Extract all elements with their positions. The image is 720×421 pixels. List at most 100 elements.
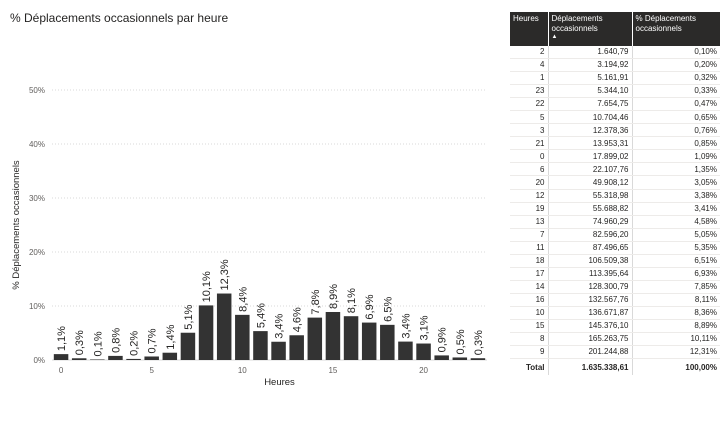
table-row: 17 113.395,64 6,93% (510, 267, 720, 281)
cell-deplacements: 5.161,91 (547, 71, 632, 86)
cell-deplacements: 106.509,38 (547, 254, 632, 268)
cell-deplacements: 74.960,29 (547, 215, 632, 229)
table-row: 0 17.899,02 1,09% (510, 149, 720, 164)
header-deplacements[interactable]: Déplacements occasionnels ▲ (547, 12, 632, 46)
bar-chart: 0% 10% 20% 30% 40% 50% % Déplacements occasion… (11, 86, 487, 388)
bar (325, 311, 341, 360)
bar (416, 343, 431, 360)
data-label: 6,5% (382, 297, 394, 322)
cell-pct: 8,11% (631, 293, 720, 307)
cell-deplacements: 136.671,87 (547, 306, 632, 320)
data-label: 0,3% (473, 330, 485, 355)
y-axis-title: % Déplacements occasionnels (11, 160, 22, 290)
cell-deplacements: 82.596,20 (547, 228, 632, 242)
table-row: 1 5.161,91 0,32% (510, 71, 720, 86)
cell-pct: 0,20% (631, 58, 720, 73)
data-label: 12,3% (219, 259, 231, 290)
cell-heure: 14 (510, 280, 548, 294)
cell-heure: 7 (510, 228, 548, 242)
cell-pct: 3,41% (631, 202, 720, 216)
data-label: 0,1% (92, 331, 104, 356)
cell-pct: 0,32% (631, 71, 720, 86)
cell-heure: 23 (510, 84, 548, 99)
data-label: 7,8% (310, 289, 322, 314)
header-pct-deplacements[interactable]: % Déplacements occasionnels (631, 12, 720, 46)
bar (180, 332, 196, 360)
data-label: 3,4% (274, 313, 286, 338)
table-row: 21 13.953,31 0,85% (510, 136, 720, 151)
bar (434, 355, 449, 360)
x-tick-label: 15 (328, 366, 337, 375)
data-label: 5,1% (183, 304, 195, 329)
cell-deplacements: 17.899,02 (547, 149, 632, 164)
cell-pct: 0,10% (631, 46, 720, 60)
cell-pct: 4,58% (631, 215, 720, 229)
bar (307, 317, 323, 360)
bar (343, 316, 359, 360)
cell-pct: 10,11% (631, 332, 720, 347)
x-tick-label: 0 (59, 366, 64, 375)
cell-deplacements: 13.953,31 (547, 136, 632, 151)
table-row: 18 106.509,38 6,51% (510, 254, 720, 268)
cell-heure: 4 (510, 58, 548, 73)
cell-deplacements: 3.194,92 (547, 58, 632, 73)
data-label: 0,9% (437, 327, 449, 352)
x-axis-title: Heures (264, 377, 295, 388)
bar (53, 354, 69, 360)
sort-ascending-icon[interactable]: ▲ (551, 34, 558, 40)
table-row: 15 145.376,10 8,89% (510, 319, 720, 334)
bar (398, 341, 413, 360)
cell-pct: 12,31% (631, 345, 720, 360)
cell-pct: 5,05% (631, 228, 720, 242)
data-label: 1,1% (56, 326, 68, 351)
cell-heure: 20 (510, 175, 548, 190)
cell-pct: 8,89% (631, 319, 720, 334)
bar (380, 324, 395, 360)
cell-deplacements: 55.318,98 (547, 189, 632, 203)
data-label: 0,7% (147, 328, 159, 353)
cell-deplacements: 87.496,65 (547, 241, 632, 255)
data-label: 5,4% (255, 303, 267, 328)
data-label: 8,9% (328, 284, 340, 309)
table-row: 20 49.908,12 3,05% (510, 175, 720, 190)
cell-pct: 6,93% (631, 267, 720, 281)
table-row: 10 136.671,87 8,36% (510, 306, 720, 320)
table-row: 11 87.496,65 5,35% (510, 241, 720, 255)
bar (71, 358, 87, 360)
bar (216, 293, 232, 360)
data-label: 0,5% (455, 329, 467, 354)
cell-pct: 3,05% (631, 175, 720, 190)
cell-heure: 13 (510, 215, 548, 229)
chart-title: % Déplacements occasionnels par heure (10, 11, 229, 25)
cell-pct: 1,35% (631, 162, 720, 177)
cell-deplacements: 128.300,79 (547, 280, 632, 294)
cell-heure: 17 (510, 267, 548, 281)
cell-deplacements: 22.107,76 (547, 162, 632, 177)
data-label: 0,2% (129, 331, 141, 356)
header-heures[interactable]: Heures (510, 12, 548, 46)
cell-heure: 22 (510, 97, 548, 112)
data-label: 10,1% (201, 271, 213, 302)
cell-heure: 5 (510, 110, 548, 125)
data-table-visual: Heures Déplacements occasionnels ▲ % Dépl… (510, 12, 720, 376)
table-row: 7 82.596,20 5,05% (510, 228, 720, 242)
table-row: 3 12.378,36 0,76% (510, 123, 720, 138)
cell-pct: 0,76% (631, 123, 720, 138)
bar (452, 357, 468, 360)
x-tick-label: 10 (238, 366, 247, 375)
cell-deplacements: 132.567,76 (547, 293, 632, 307)
cell-pct: 0,65% (631, 110, 720, 125)
cell-pct: 0,47% (631, 97, 720, 112)
y-tick-label: 10% (29, 302, 45, 311)
cell-heure: 21 (510, 136, 548, 151)
cell-pct: 5,35% (631, 241, 720, 255)
table-row: 8 165.263,75 10,11% (510, 332, 720, 347)
table-row: 6 22.107,76 1,35% (510, 162, 720, 177)
cell-pct: 1,09% (631, 149, 720, 164)
cell-pct: 3,38% (631, 189, 720, 203)
data-label: 4,6% (292, 307, 304, 332)
cell-deplacements: 12.378,36 (547, 123, 632, 138)
bar (90, 359, 105, 360)
cell-deplacements: 49.908,12 (547, 175, 632, 190)
data-label: 3,1% (419, 315, 431, 340)
